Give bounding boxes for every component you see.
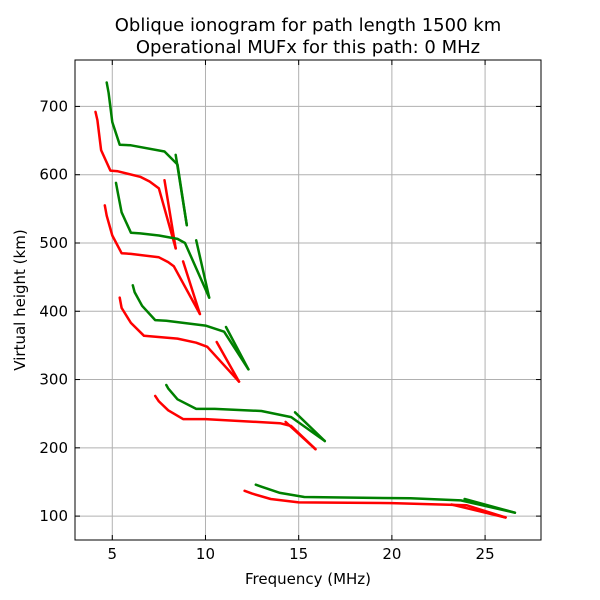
- grid: [75, 60, 541, 540]
- red-trace-0: [243, 489, 507, 519]
- green-trace-16: [114, 181, 211, 299]
- y-tick-label: 600: [39, 166, 68, 184]
- chart-title-line2: Operational MUFx for this path: 0 MHz: [136, 37, 480, 58]
- red-trace-1: [450, 503, 507, 519]
- y-tick-label: 400: [39, 302, 68, 320]
- green-trace-10: [254, 483, 517, 514]
- x-tick-label: 15: [289, 545, 308, 563]
- chart-title-line1: Oblique ionogram for path length 1500 km: [115, 15, 501, 36]
- y-tick-label: 200: [39, 439, 68, 457]
- green-trace-13: [293, 411, 327, 443]
- x-tick-label: 5: [108, 545, 118, 563]
- green-trace-14: [131, 284, 250, 371]
- x-tick-label: 25: [476, 545, 495, 563]
- x-tick-label: 20: [382, 545, 401, 563]
- y-tick-label: 500: [39, 234, 68, 252]
- green-trace-18: [105, 81, 189, 227]
- red-trace-7: [181, 260, 202, 316]
- y-axis-label: Virtual height (km): [11, 229, 29, 370]
- red-trace-3: [284, 420, 317, 451]
- plot-frame: [74, 59, 542, 541]
- x-tick-label: 10: [196, 545, 215, 563]
- axis-ticks: 5 10 15 20 25 100 200 300 400 500 600 700: [39, 60, 541, 563]
- y-tick-label: 100: [39, 507, 68, 525]
- green-trace-12: [165, 383, 327, 443]
- x-axis-label: Frequency (MHz): [245, 570, 371, 588]
- red-trace-5: [215, 340, 241, 383]
- green-trace-15: [224, 325, 250, 371]
- red-trace-4: [118, 296, 241, 383]
- green-trace-11: [463, 497, 517, 514]
- green-trace-17: [194, 239, 211, 299]
- y-tick-label: 700: [39, 97, 68, 115]
- red-trace-6: [103, 204, 202, 316]
- red-trace-8: [94, 110, 177, 250]
- green-trace-19: [174, 153, 189, 227]
- y-tick-label: 300: [39, 371, 68, 389]
- data-series: [94, 81, 517, 519]
